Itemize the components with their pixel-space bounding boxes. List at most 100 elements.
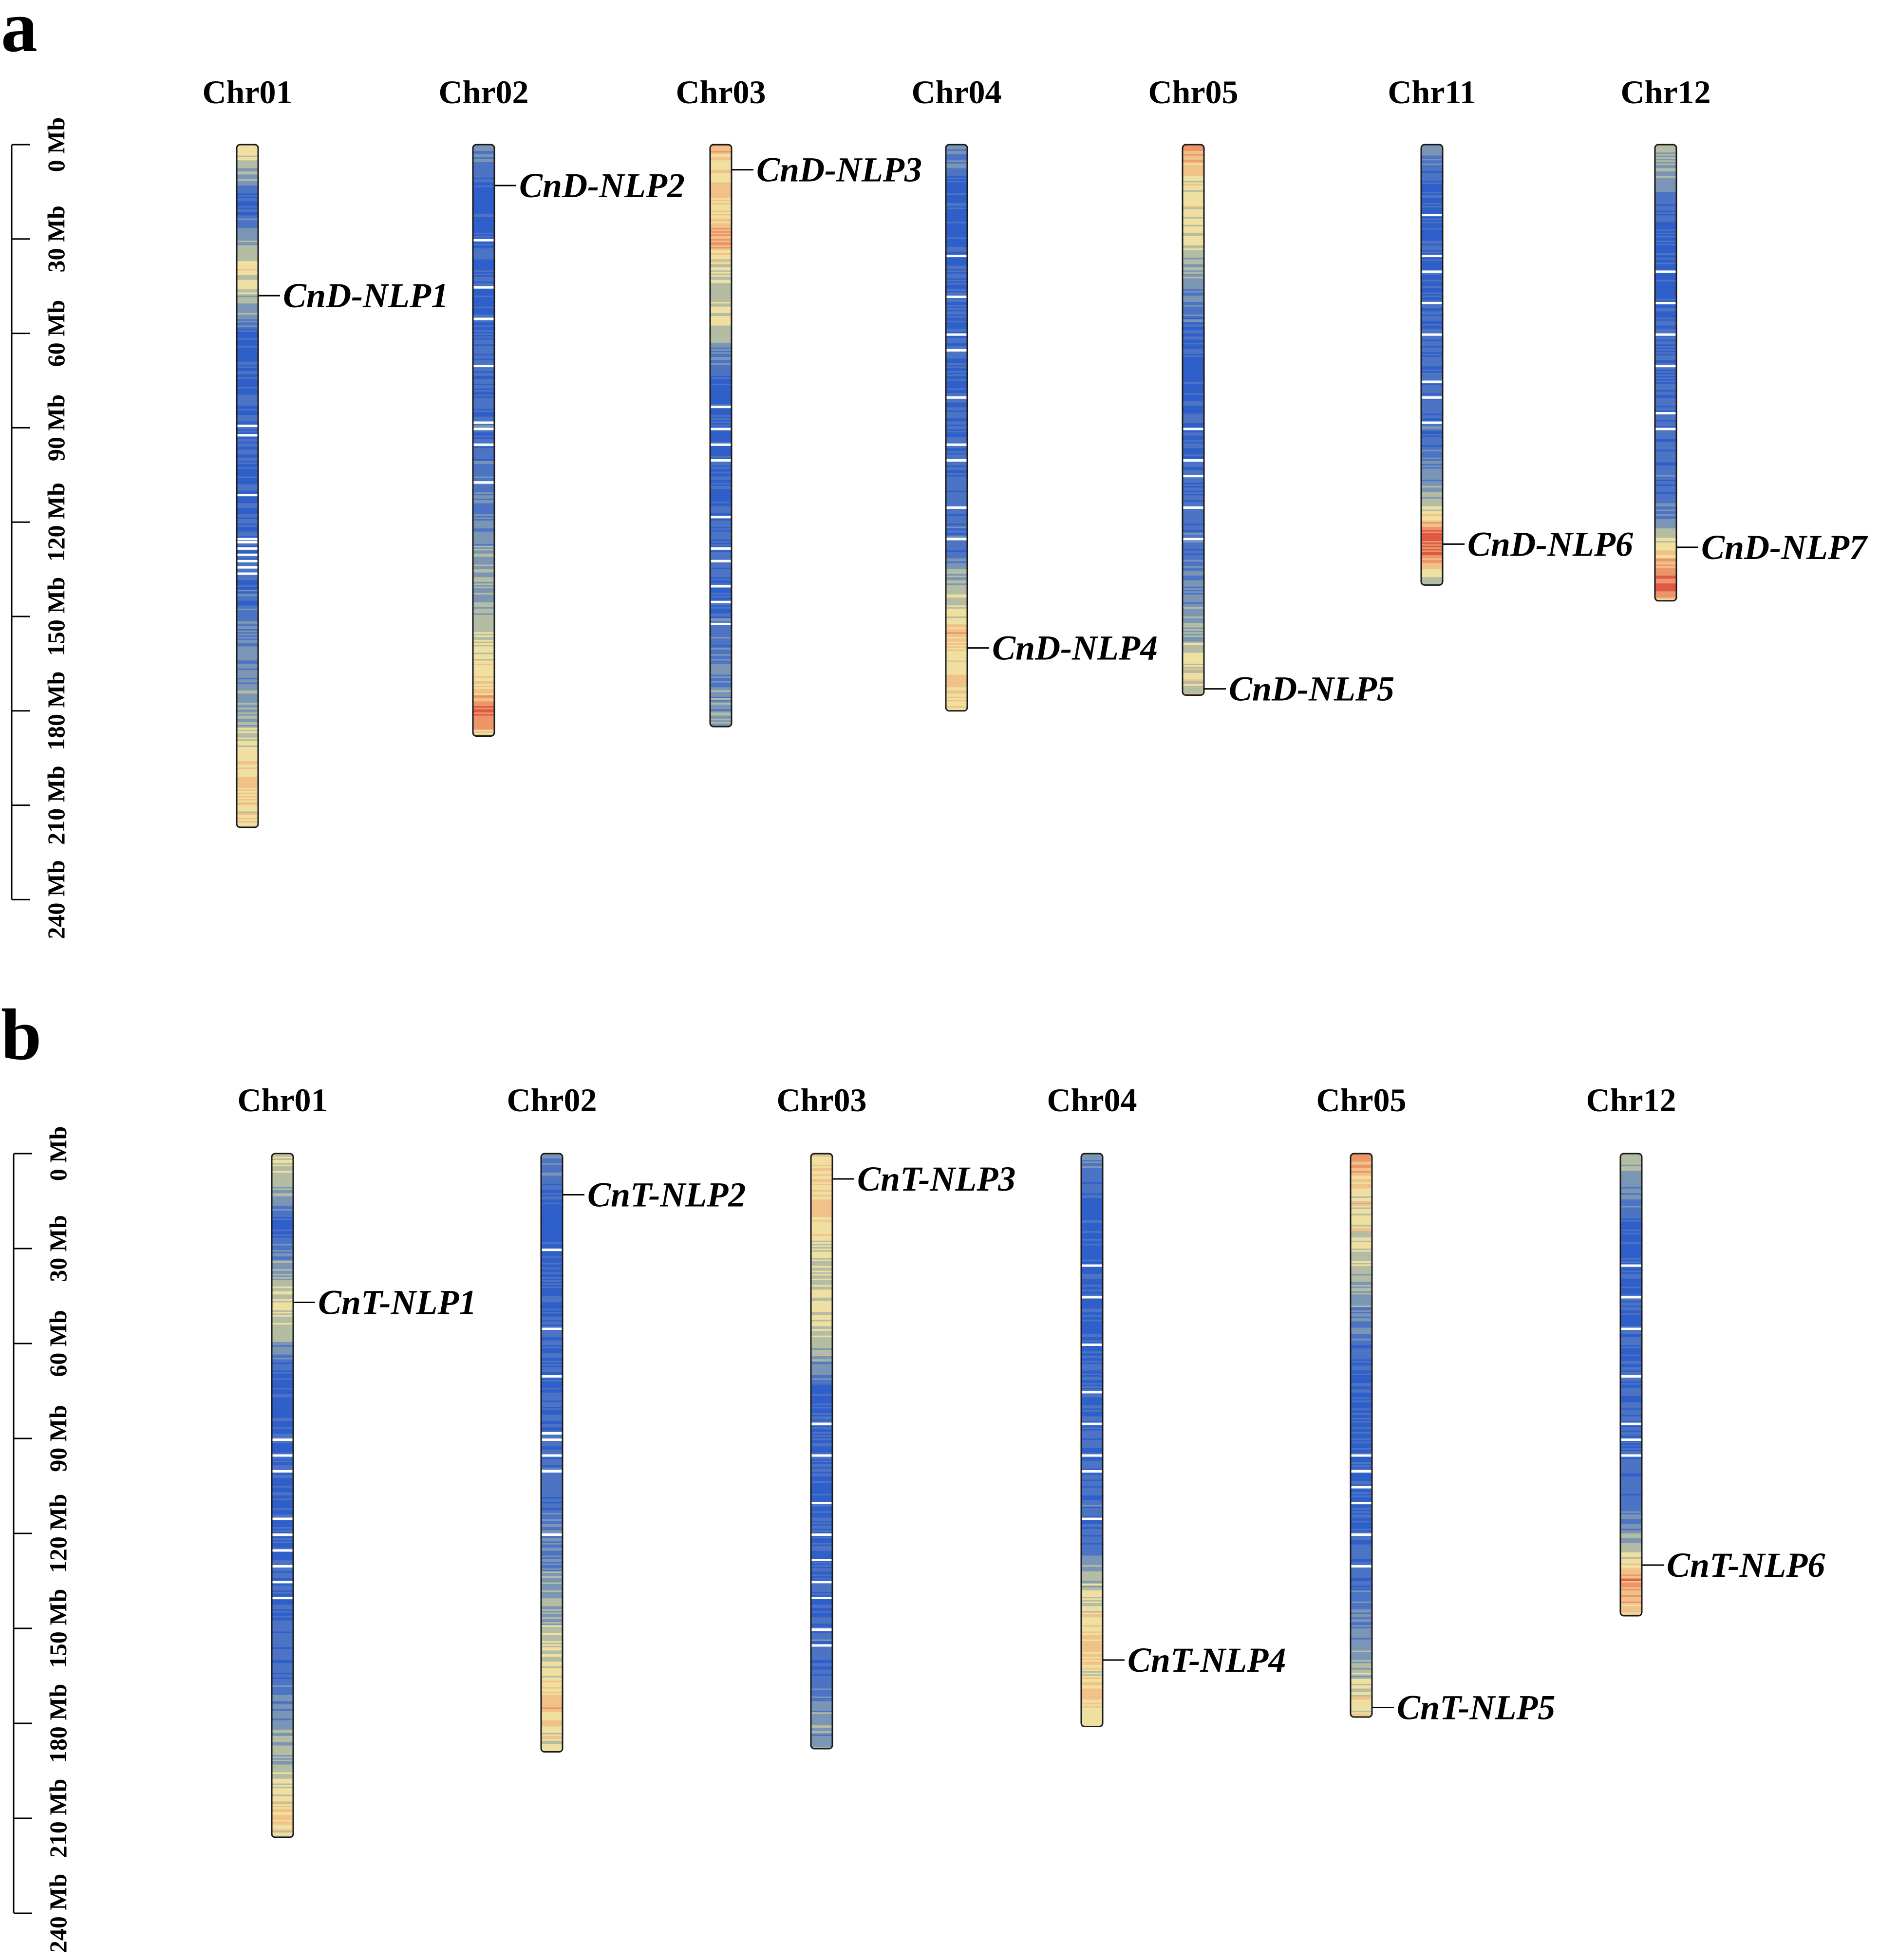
density-band [473, 434, 494, 436]
density-band [541, 1728, 563, 1730]
density-band [237, 222, 258, 224]
density-band [1351, 1220, 1372, 1222]
density-band [1183, 673, 1204, 675]
density-band [473, 597, 494, 600]
density-band [473, 437, 494, 439]
density-band [1620, 1297, 1642, 1300]
density-band [1655, 171, 1676, 173]
density-band [1081, 1345, 1103, 1347]
density-band [1620, 1394, 1642, 1396]
density-band [473, 512, 494, 515]
density-band [1655, 410, 1676, 412]
density-band [1351, 1202, 1372, 1205]
density-band [541, 1402, 563, 1404]
density-band [1620, 1424, 1642, 1426]
density-band [1655, 284, 1676, 287]
density-band [272, 1650, 293, 1653]
density-band [272, 1771, 293, 1773]
density-band [473, 608, 494, 611]
density-band [1620, 1155, 1642, 1157]
density-band [1421, 555, 1443, 557]
density-band [1183, 214, 1204, 216]
density-band [946, 550, 967, 553]
density-band [710, 514, 732, 516]
density-band [1421, 535, 1443, 537]
density-band [237, 162, 258, 164]
density-band [1421, 412, 1443, 414]
density-gap [811, 1597, 832, 1599]
density-band [1421, 157, 1443, 159]
density-band [237, 555, 258, 557]
density-band [811, 1565, 832, 1567]
density-band [811, 1391, 832, 1393]
density-band [710, 193, 732, 195]
density-band [1183, 297, 1204, 299]
density-band [1655, 424, 1676, 427]
density-band [1655, 200, 1676, 202]
density-band [710, 672, 732, 673]
density-band [1183, 379, 1204, 381]
density-band [473, 193, 494, 195]
density-band [237, 241, 258, 243]
density-band [946, 657, 967, 659]
density-band [473, 489, 494, 491]
density-band [237, 788, 258, 790]
density-band [1183, 567, 1204, 570]
density-band [237, 317, 258, 320]
density-gap [946, 396, 967, 399]
density-band [946, 360, 967, 362]
density-band [473, 262, 494, 265]
density-band [272, 1711, 293, 1713]
density-band [272, 1405, 293, 1407]
density-band [237, 313, 258, 315]
density-band [1183, 571, 1204, 573]
density-band [237, 150, 258, 153]
density-band [1351, 1161, 1372, 1164]
density-band [272, 1783, 293, 1786]
density-band [1620, 1535, 1642, 1537]
density-band [237, 404, 258, 406]
density-band [1655, 317, 1676, 320]
density-band [541, 1707, 563, 1710]
density-band [811, 1701, 832, 1703]
density-band [272, 1302, 293, 1305]
density-band [473, 402, 494, 405]
density-band [946, 291, 967, 293]
density-band [811, 1199, 832, 1202]
density-band [237, 409, 258, 411]
density-band [946, 388, 967, 391]
density-band [946, 544, 967, 546]
density-band [473, 289, 494, 291]
density-band [237, 629, 258, 631]
density-band [1620, 1521, 1642, 1523]
density-band [710, 159, 732, 161]
density-band [1351, 1487, 1372, 1490]
density-band [1081, 1188, 1103, 1191]
density-band [541, 1354, 563, 1357]
density-band [710, 250, 732, 252]
density-band [1081, 1325, 1103, 1326]
density-band [473, 641, 494, 644]
density-band [1183, 618, 1204, 620]
density-band [473, 440, 494, 443]
density-band [272, 1465, 293, 1468]
density-gap [1655, 302, 1676, 304]
density-band [946, 160, 967, 163]
density-band [237, 280, 258, 282]
density-band [272, 1429, 293, 1431]
density-band [946, 522, 967, 524]
density-band [1655, 545, 1676, 548]
density-band [541, 1679, 563, 1681]
density-band [272, 1268, 293, 1269]
density-band [1655, 220, 1676, 222]
density-band [710, 640, 732, 642]
density-band [237, 284, 258, 287]
density-band [946, 328, 967, 331]
density-band [1620, 1598, 1642, 1601]
density-band [1081, 1559, 1103, 1561]
density-band [473, 366, 494, 369]
density-band [1081, 1372, 1103, 1374]
density-band [473, 342, 494, 345]
density-band [1351, 1358, 1372, 1360]
